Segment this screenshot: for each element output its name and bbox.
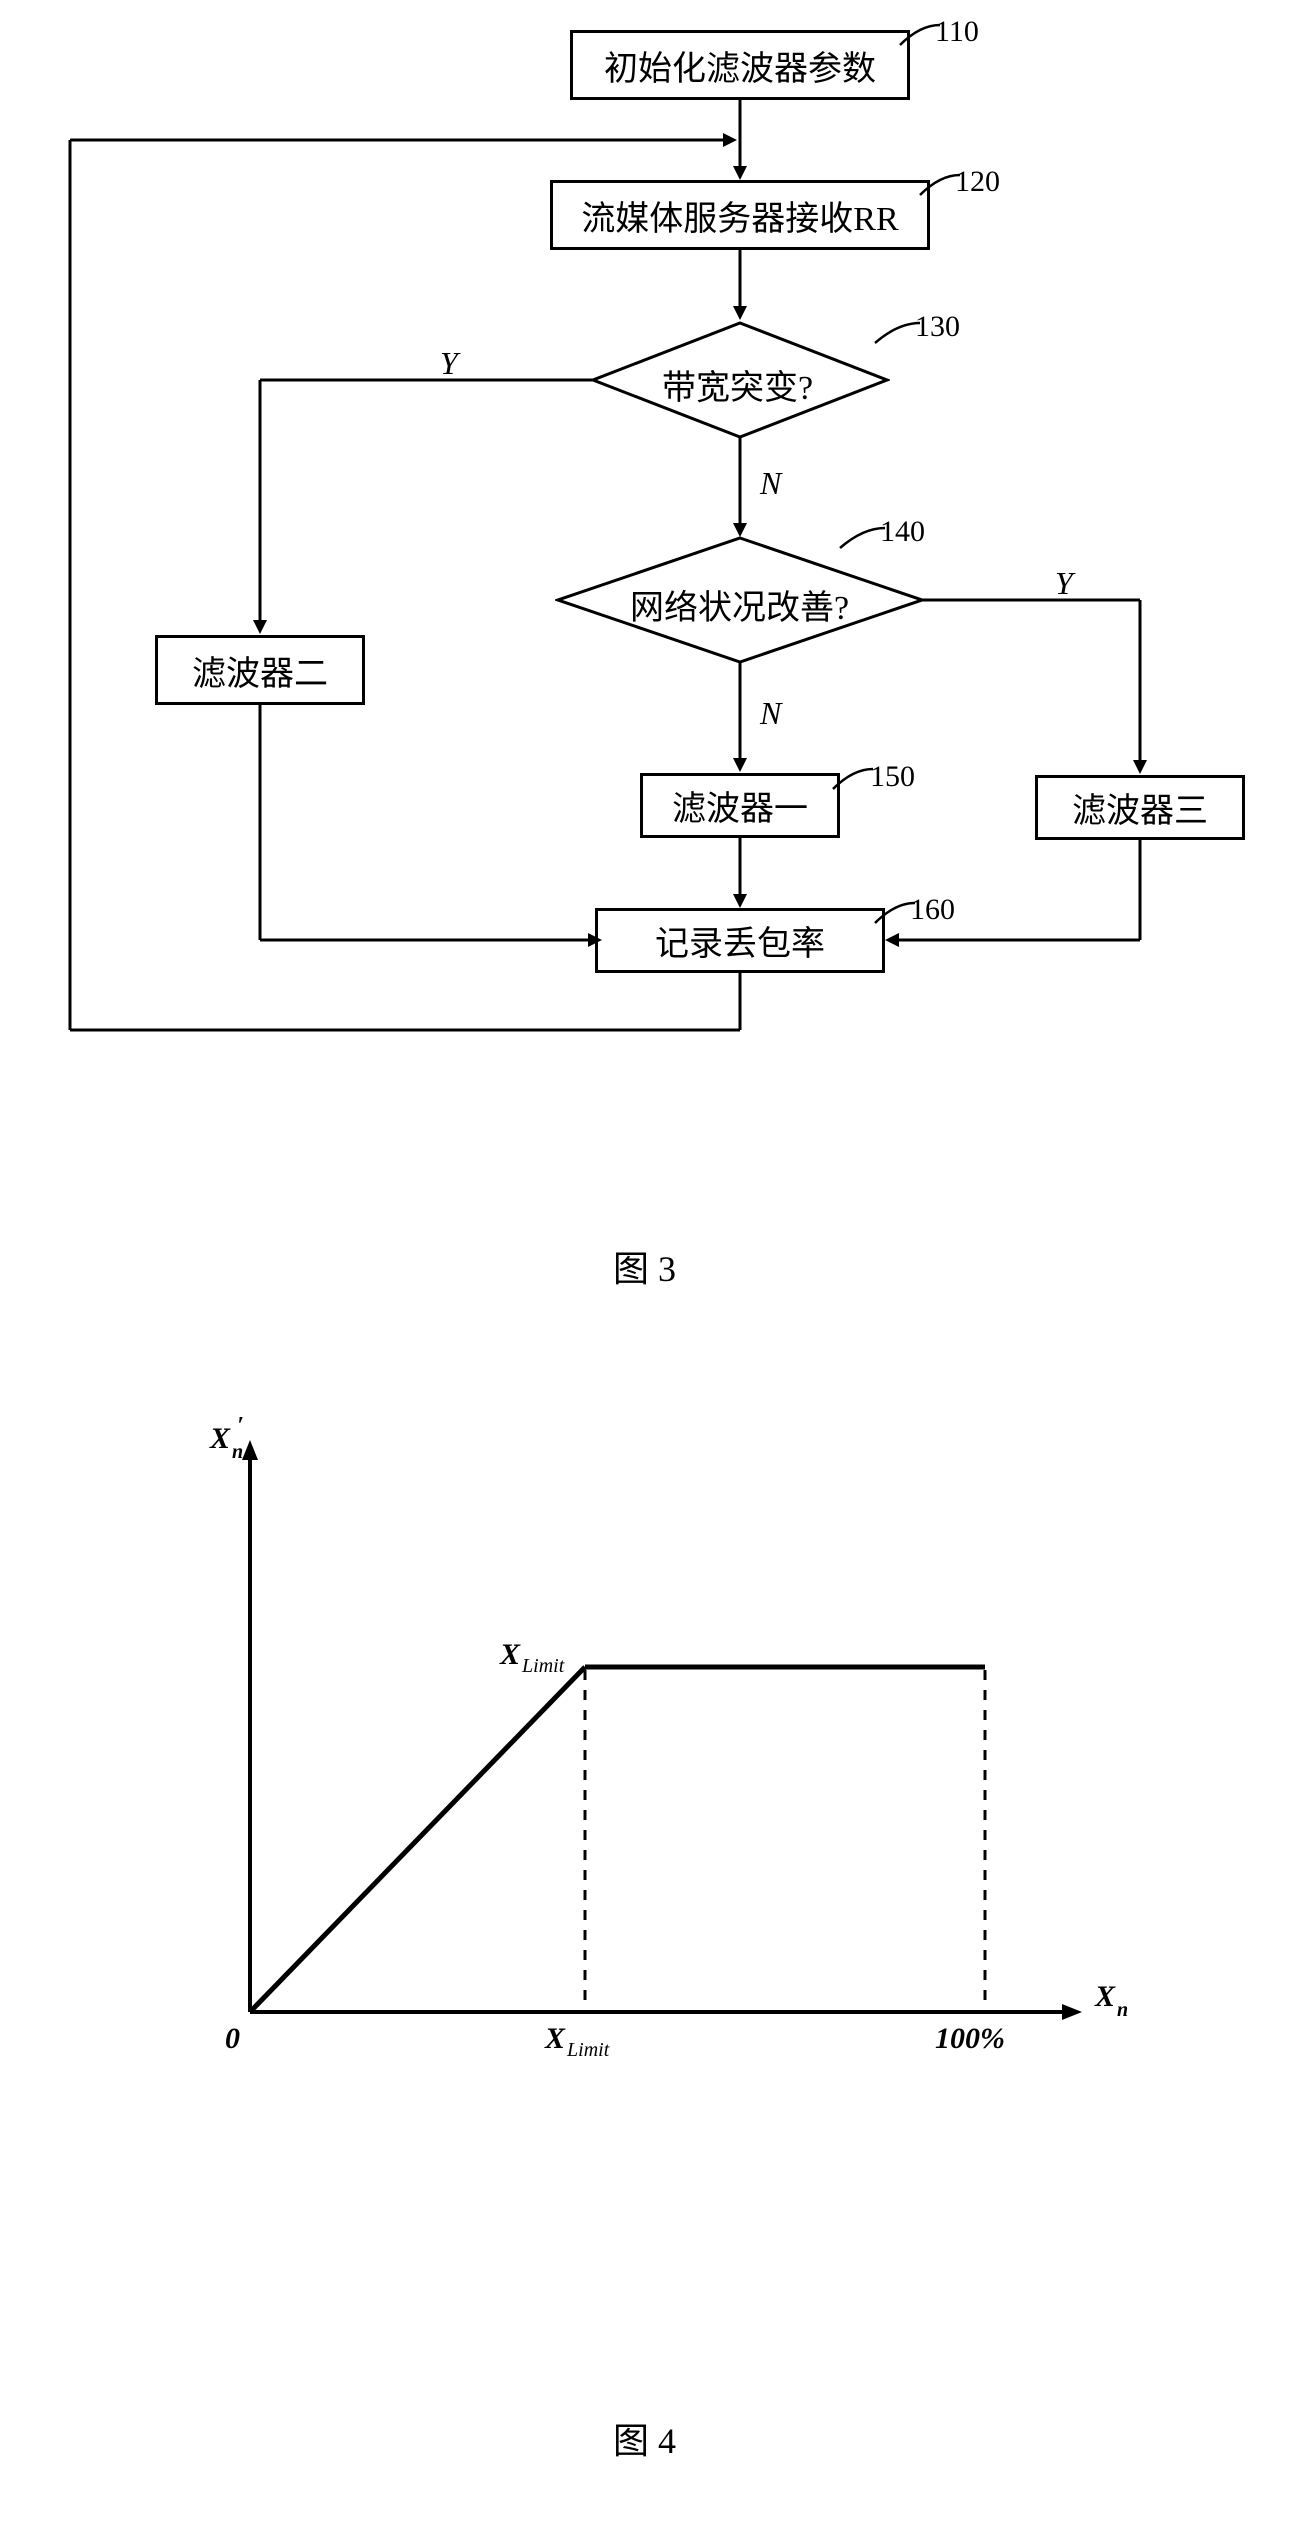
xlim-var-bot: X	[545, 2022, 565, 2055]
xlimit-label-bottom: XLimit	[545, 2022, 607, 2056]
xlim-sub-bot: Limit	[567, 2039, 609, 2061]
y-sub: n	[232, 1441, 243, 1463]
leader-120	[915, 170, 965, 200]
origin-label: 0	[225, 2022, 240, 2056]
y-axis-label: Xn′	[210, 1422, 248, 1456]
xlim-sub-top: Limit	[522, 1655, 564, 1677]
x-var: X	[1095, 1980, 1115, 2013]
xlimit-label-top: XLimit	[500, 1638, 562, 1672]
arrow-140-filter3	[920, 598, 1150, 778]
xlim-var-top: X	[500, 1638, 520, 1671]
box-110-text: 初始化滤波器参数	[604, 41, 876, 90]
x-axis-label: Xn	[1095, 1980, 1126, 2014]
figure-3-flowchart: 初始化滤波器参数 110 流媒体服务器接收RR 120 带宽突变? 130 Y	[0, 0, 1289, 1200]
arrow-feedback	[60, 130, 750, 1040]
leader-140	[835, 523, 890, 553]
arrow-filter3-160	[880, 840, 1150, 950]
leader-150	[828, 766, 878, 794]
figure-4-chart: Xn′ XLimit 0 XLimit 100% Xn	[0, 1372, 1289, 2372]
chart-svg	[190, 1432, 1110, 2052]
figure-4-caption: 图 4	[0, 2412, 1289, 2464]
x-sub: n	[1117, 1999, 1128, 2021]
box-init-filter: 初始化滤波器参数	[570, 30, 910, 100]
box-filter3-text: 滤波器三	[1072, 783, 1208, 832]
figure-3-caption: 图 3	[0, 1240, 1289, 1292]
label-n-140: N	[760, 695, 781, 732]
leader-130	[870, 318, 925, 348]
box-filter3: 滤波器三	[1035, 775, 1245, 840]
y-prime: ′	[237, 1413, 244, 1439]
label-y-140: Y	[1055, 565, 1073, 602]
label-n-130: N	[760, 465, 781, 502]
full-label: 100%	[935, 2022, 1005, 2056]
y-var: X	[210, 1422, 230, 1455]
leader-110	[895, 20, 945, 50]
